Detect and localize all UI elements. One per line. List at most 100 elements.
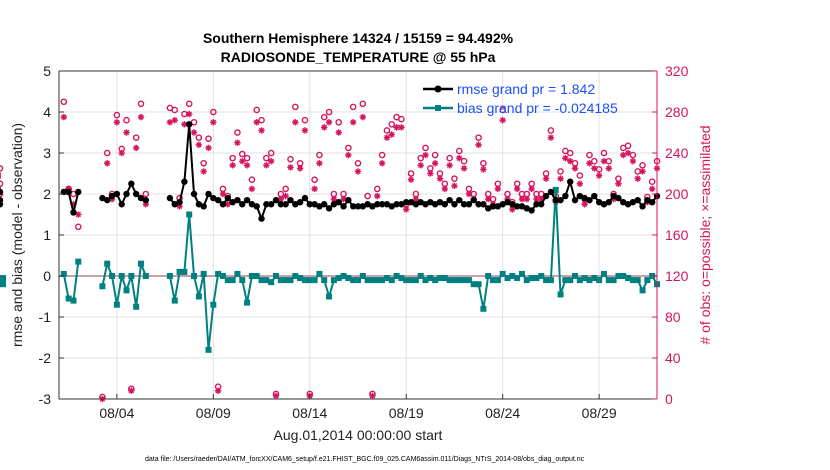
obs-assimilated-point <box>340 195 347 203</box>
rmse-point <box>287 196 294 204</box>
rmse-point <box>282 201 289 208</box>
rmse-point <box>200 203 207 210</box>
bias-point <box>610 277 617 284</box>
rmse-point <box>436 199 444 206</box>
y-tick-label-left: -3 <box>39 391 52 407</box>
rmse-point <box>639 203 646 210</box>
bias-point <box>306 277 313 284</box>
obs-possible-point <box>137 100 145 108</box>
bias-point <box>514 275 521 282</box>
rmse-point <box>345 196 352 204</box>
y-tick-label-right: 280 <box>665 104 689 120</box>
bias-point <box>99 283 106 290</box>
obs-assimilated-point <box>272 392 280 400</box>
obs-assimilated-point <box>205 144 212 152</box>
obs-assimilated-point <box>441 185 449 193</box>
rmse-point <box>398 201 405 208</box>
bias-point <box>70 297 77 304</box>
y-tick-label-right: 200 <box>665 186 689 202</box>
bias-point <box>403 277 410 284</box>
rmse-point <box>75 188 82 196</box>
bias-point <box>518 270 525 277</box>
obs-assimilated-point <box>605 165 612 172</box>
rmse-point <box>113 190 121 198</box>
bias-point <box>456 277 463 284</box>
rmse-point <box>0 188 4 196</box>
bias-point <box>538 273 545 279</box>
rmse-point <box>118 201 125 208</box>
rmse-point <box>499 201 506 208</box>
obs-assimilated-point <box>292 119 299 126</box>
bias-point <box>224 277 231 284</box>
rmse-point <box>441 201 449 208</box>
bias-point <box>591 275 598 282</box>
bias-point <box>248 273 255 279</box>
bias-point <box>268 279 275 286</box>
rmse-point <box>176 199 183 206</box>
obs-possible-point <box>132 134 140 141</box>
bias-point <box>210 301 217 308</box>
rmse-point <box>190 190 198 198</box>
obs-assimilated-point <box>648 185 656 193</box>
rmse-point <box>422 201 429 208</box>
rmse-point <box>65 188 72 196</box>
obs-possible-point <box>345 144 352 152</box>
obs-possible-point <box>243 154 251 162</box>
obs-assimilated-point <box>349 119 357 126</box>
obs-assimilated-point <box>393 124 400 131</box>
obs-assimilated-point <box>407 176 415 183</box>
bias-point <box>181 268 188 275</box>
obs-assimilated-point <box>287 164 294 171</box>
obs-possible-point <box>455 147 463 155</box>
obs-assimilated-point <box>267 158 275 165</box>
obs-assimilated-point <box>518 195 526 203</box>
obs-possible-point <box>253 106 261 114</box>
bias-point <box>253 273 260 279</box>
rmse-point <box>620 199 627 206</box>
obs-possible-point <box>624 142 632 150</box>
obs-possible-point <box>446 154 453 162</box>
bias-point <box>104 260 111 267</box>
obs-possible-point <box>60 98 68 106</box>
bias-point <box>552 186 559 193</box>
obs-possible-point <box>451 175 458 182</box>
obs-possible-point <box>557 168 564 175</box>
rmse-point <box>292 201 299 208</box>
bias-point <box>335 275 342 282</box>
obs-assimilated-point <box>325 119 333 126</box>
bias-point <box>273 273 280 279</box>
rmse-point <box>0 201 4 208</box>
obs-possible-point <box>311 176 318 183</box>
bias-point <box>60 270 67 277</box>
rmse-point <box>417 199 424 206</box>
rmse-point <box>234 196 241 204</box>
bias-point <box>634 277 641 284</box>
rmse-point <box>219 201 227 208</box>
rmse-point <box>186 121 193 128</box>
obs-possible-point <box>238 150 246 158</box>
obs-assimilated-point <box>451 182 458 189</box>
y-axis-label-left: rmse and bias (model - observation) <box>9 123 25 347</box>
y-tick-label-left: 5 <box>43 63 51 79</box>
obs-possible-point <box>431 151 439 159</box>
bias-point <box>326 293 333 300</box>
obs-possible-point <box>205 135 212 142</box>
rmse-point <box>378 201 386 208</box>
rmse-point <box>591 192 598 200</box>
bias-point <box>65 295 72 302</box>
bias-point <box>166 273 173 279</box>
rmse-point <box>576 192 584 200</box>
rmse-point <box>374 201 381 208</box>
obs-assimilated-point <box>460 165 468 172</box>
bias-point <box>547 277 554 284</box>
rmse-point <box>224 194 231 202</box>
y-tick-label-right: 80 <box>665 309 681 325</box>
obs-assimilated-point <box>104 160 111 167</box>
rmse-point <box>369 203 376 210</box>
rmse-point <box>629 199 637 206</box>
rmse-point <box>566 178 574 185</box>
bias-point <box>205 346 212 353</box>
rmse-point <box>123 190 130 198</box>
y-tick-label-left: 1 <box>43 227 51 243</box>
obs-possible-point <box>359 100 367 108</box>
